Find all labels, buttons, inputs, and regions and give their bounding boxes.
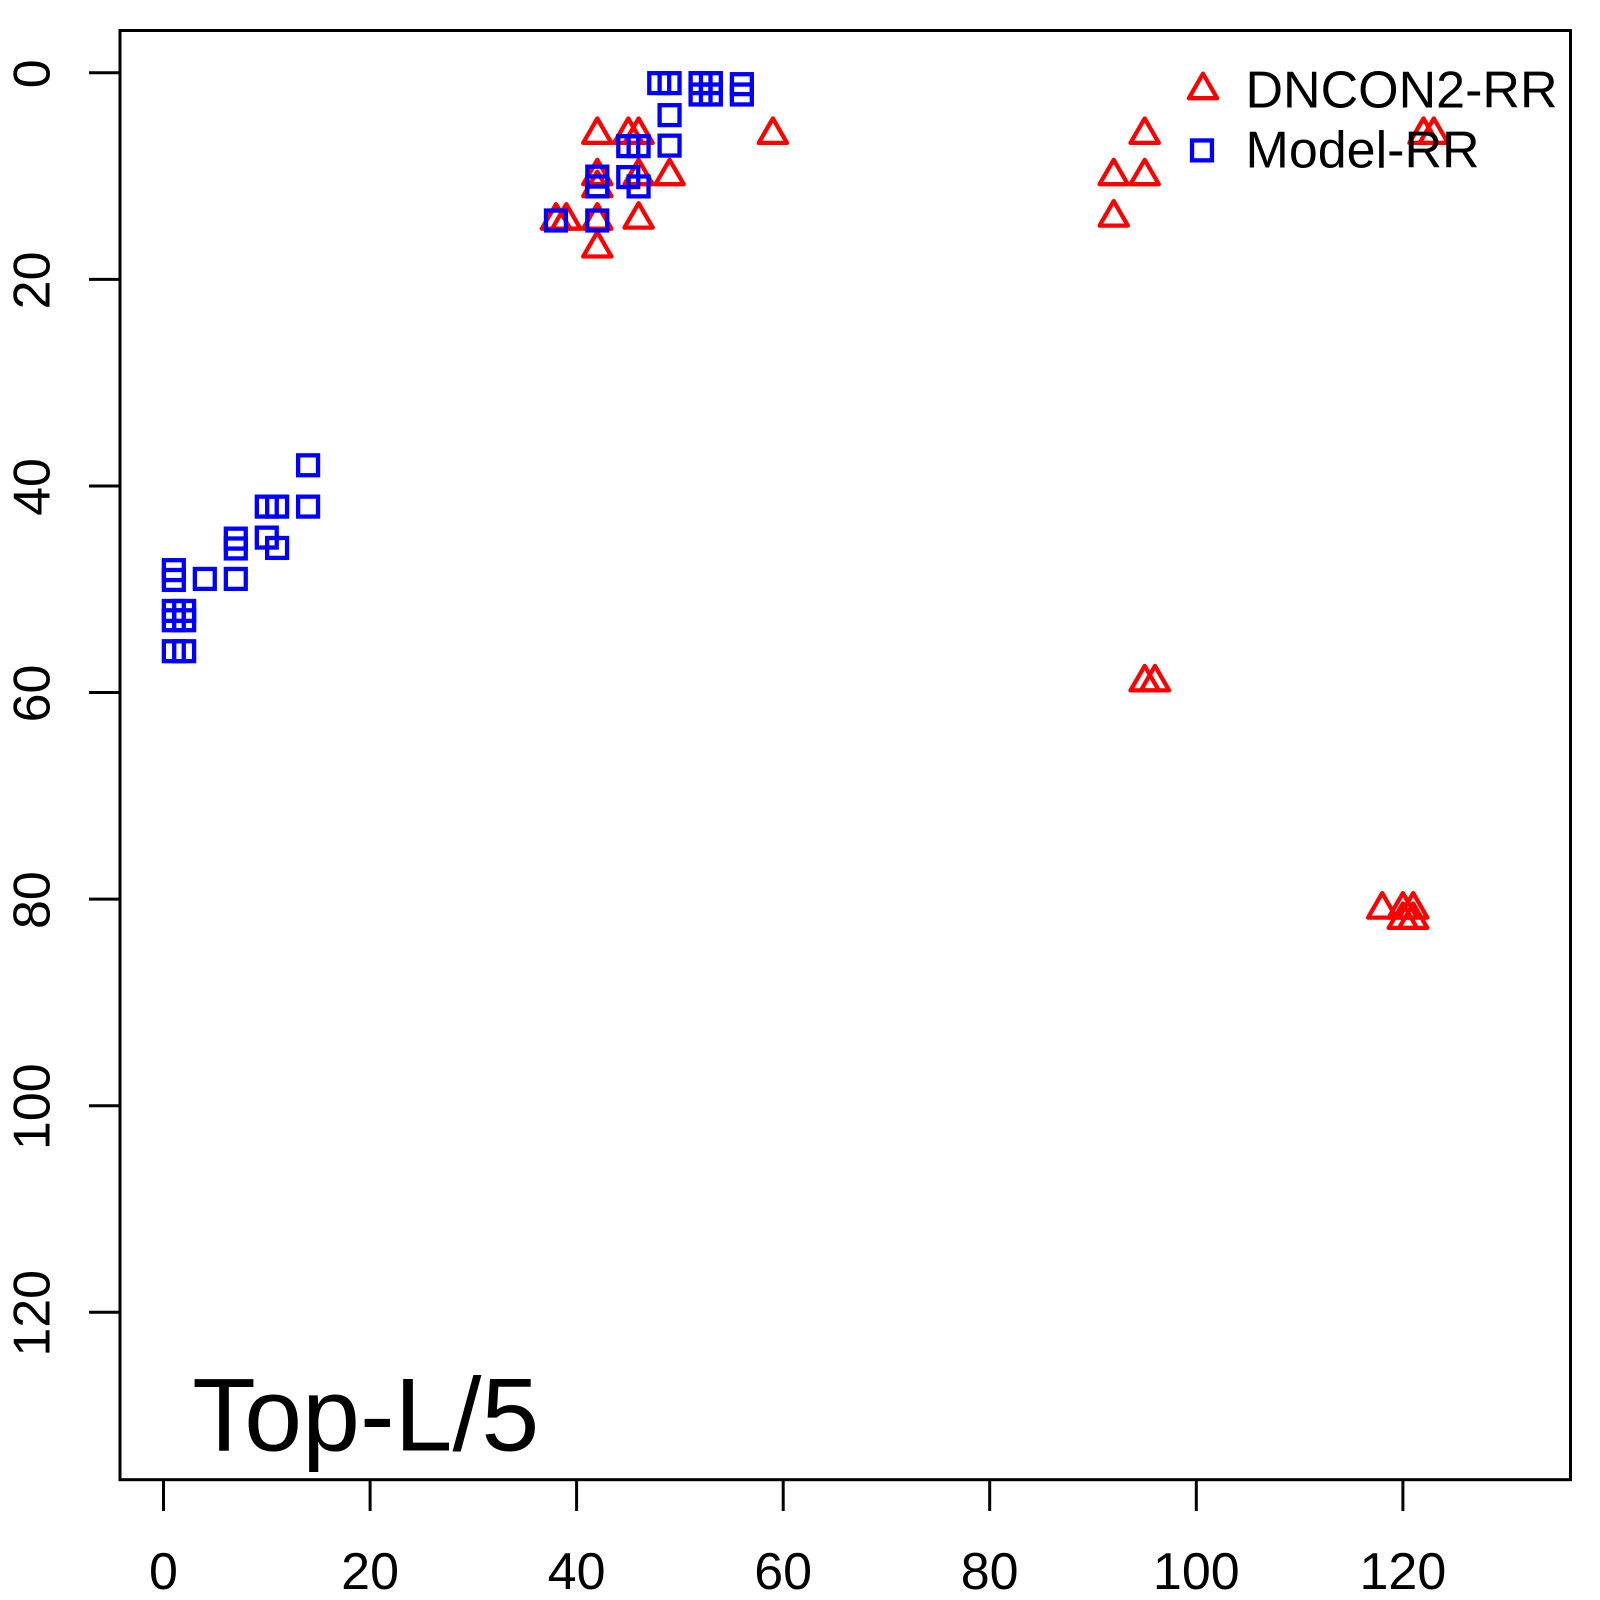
svg-text:120: 120 <box>4 1270 62 1357</box>
svg-text:20: 20 <box>341 1543 399 1600</box>
svg-text:80: 80 <box>4 871 62 929</box>
svg-text:40: 40 <box>4 458 62 516</box>
svg-text:100: 100 <box>4 1063 62 1150</box>
svg-text:DNCON2-RR: DNCON2-RR <box>1246 62 1558 120</box>
svg-text:Top-L/5: Top-L/5 <box>192 1358 539 1474</box>
svg-text:Model-RR: Model-RR <box>1246 122 1480 180</box>
svg-text:80: 80 <box>961 1543 1019 1600</box>
svg-text:100: 100 <box>1153 1543 1240 1600</box>
svg-text:40: 40 <box>548 1543 606 1600</box>
svg-text:0: 0 <box>149 1543 178 1600</box>
svg-text:60: 60 <box>4 665 62 723</box>
svg-text:120: 120 <box>1360 1543 1447 1600</box>
svg-text:20: 20 <box>4 251 62 309</box>
svg-text:60: 60 <box>754 1543 812 1600</box>
svg-text:0: 0 <box>4 59 62 88</box>
